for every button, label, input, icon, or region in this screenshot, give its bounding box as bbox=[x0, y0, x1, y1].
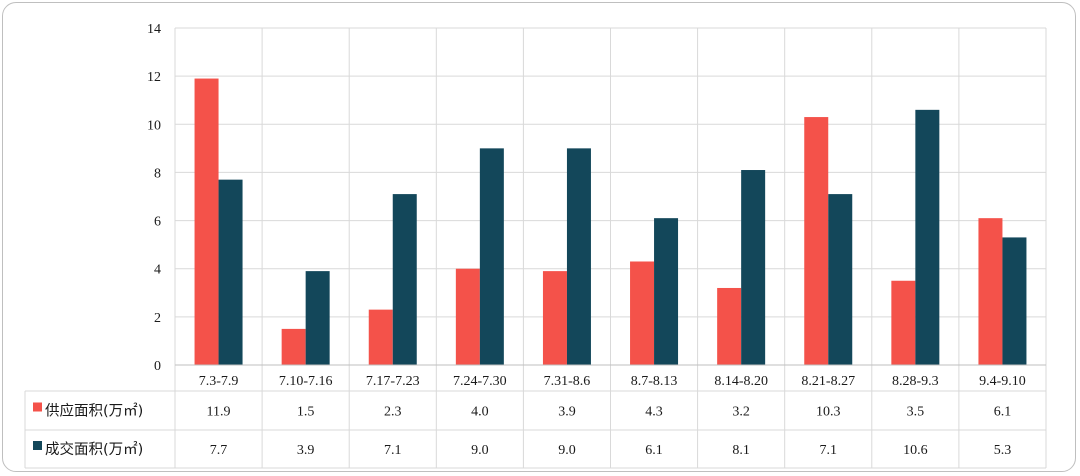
table-value-cell: 11.9 bbox=[207, 405, 231, 420]
supply-bar bbox=[542, 271, 567, 365]
legend-swatch bbox=[33, 402, 42, 412]
deal-bar bbox=[654, 218, 679, 365]
category-label: 8.7-8.13 bbox=[631, 374, 678, 389]
y-tick-label: 4 bbox=[154, 263, 161, 278]
table-value-cell: 9.0 bbox=[558, 443, 576, 458]
table-value-cell: 6.1 bbox=[994, 405, 1012, 420]
legend-series-name: 供应面积(万㎡) bbox=[45, 402, 143, 420]
deal-bar bbox=[741, 170, 766, 365]
category-label: 7.24-7.30 bbox=[453, 374, 507, 389]
table-value-cell: 3.5 bbox=[907, 405, 925, 420]
category-label: 8.21-8.27 bbox=[801, 374, 855, 389]
y-tick-label: 8 bbox=[154, 166, 161, 181]
supply-bar bbox=[804, 117, 829, 365]
table-value-cell: 6.1 bbox=[645, 443, 663, 458]
y-axis: 0 2 4 6 8 10 12 14 bbox=[147, 22, 161, 374]
table-value-cell: 10.3 bbox=[816, 405, 841, 420]
table-value-cell: 5.3 bbox=[994, 443, 1012, 458]
y-tick-label: 6 bbox=[154, 215, 161, 230]
table-value-cell: 7.7 bbox=[210, 443, 228, 458]
table-value-cell: 8.1 bbox=[732, 443, 750, 458]
category-label: 8.14-8.20 bbox=[714, 374, 768, 389]
table-value-cell: 1.5 bbox=[297, 405, 315, 420]
supply-bar bbox=[194, 78, 219, 366]
category-label: 9.4-9.10 bbox=[979, 374, 1026, 389]
deal-bar bbox=[566, 148, 591, 365]
deal-bar bbox=[305, 271, 330, 365]
y-tick-label: 2 bbox=[154, 311, 161, 326]
deal-bar bbox=[479, 148, 504, 365]
deal-bar bbox=[1002, 237, 1027, 365]
category-label: 7.17-7.23 bbox=[366, 374, 420, 389]
category-label: 7.3-7.9 bbox=[199, 374, 239, 389]
table-value-cell: 7.1 bbox=[384, 443, 402, 458]
table-value-cell: 3.2 bbox=[732, 405, 750, 420]
table-value-cell: 3.9 bbox=[558, 405, 576, 420]
supply-bar bbox=[368, 309, 393, 365]
supply-bar bbox=[281, 328, 306, 365]
category-label: 7.10-7.16 bbox=[279, 374, 333, 389]
y-tick-label: 12 bbox=[147, 70, 161, 85]
supply-bar bbox=[630, 261, 655, 365]
supply-bar bbox=[455, 268, 480, 365]
data-table: 7.3-7.9 7.10-7.16 7.17-7.23 7.24-7.30 7.31-8… bbox=[24, 364, 1046, 469]
supply-bar bbox=[717, 287, 742, 365]
y-tick-label: 14 bbox=[147, 22, 161, 37]
y-tick-label: 10 bbox=[147, 118, 161, 133]
deal-bar bbox=[218, 179, 243, 365]
table-value-cell: 4.3 bbox=[645, 405, 663, 420]
table-value-cell: 3.9 bbox=[297, 443, 315, 458]
table-value-cell: 7.1 bbox=[820, 443, 838, 458]
table-value-cell: 2.3 bbox=[384, 405, 402, 420]
category-label: 7.31-8.6 bbox=[544, 374, 591, 389]
y-tick-label: 0 bbox=[154, 359, 161, 374]
bars bbox=[194, 78, 1027, 366]
deal-bar bbox=[915, 109, 940, 365]
supply-bar bbox=[978, 218, 1003, 365]
legend-series-name: 成交面积(万㎡) bbox=[45, 440, 143, 458]
supply-bar bbox=[891, 280, 916, 365]
table-value-cell: 10.6 bbox=[903, 443, 928, 458]
category-label: 8.28-9.3 bbox=[892, 374, 939, 389]
deal-bar bbox=[828, 194, 853, 365]
table-value-cell: 4.0 bbox=[471, 405, 489, 420]
legend-swatch bbox=[33, 441, 42, 450]
deal-bar bbox=[392, 194, 417, 365]
table-value-cell: 9.0 bbox=[471, 443, 489, 458]
